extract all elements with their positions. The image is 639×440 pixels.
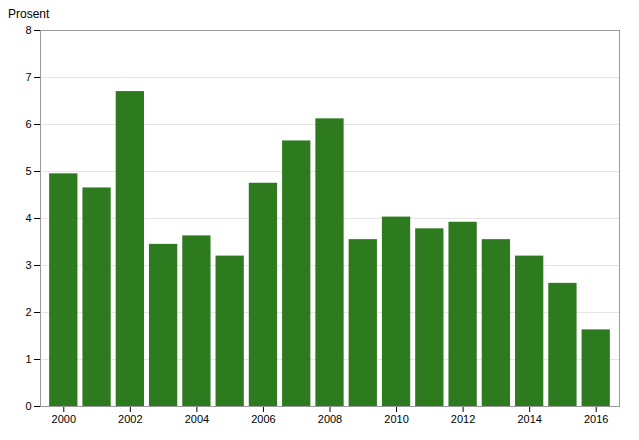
svg-text:1: 1 (25, 353, 31, 365)
svg-text:2016: 2016 (584, 413, 608, 425)
svg-text:4: 4 (25, 212, 31, 224)
svg-text:8: 8 (25, 24, 31, 36)
svg-text:5: 5 (25, 165, 31, 177)
svg-text:2002: 2002 (118, 413, 142, 425)
svg-text:2008: 2008 (318, 413, 342, 425)
svg-text:2012: 2012 (451, 413, 475, 425)
svg-text:0: 0 (25, 400, 31, 412)
svg-text:2: 2 (25, 306, 31, 318)
svg-text:2006: 2006 (251, 413, 275, 425)
svg-text:7: 7 (25, 71, 31, 83)
svg-text:3: 3 (25, 259, 31, 271)
svg-text:6: 6 (25, 118, 31, 130)
html-text:Prosent: Prosent (8, 7, 50, 21)
svg-text:2014: 2014 (517, 413, 541, 425)
svg-text:2000: 2000 (52, 413, 76, 425)
svg-text:2004: 2004 (185, 413, 209, 425)
svg-text:2010: 2010 (384, 413, 408, 425)
